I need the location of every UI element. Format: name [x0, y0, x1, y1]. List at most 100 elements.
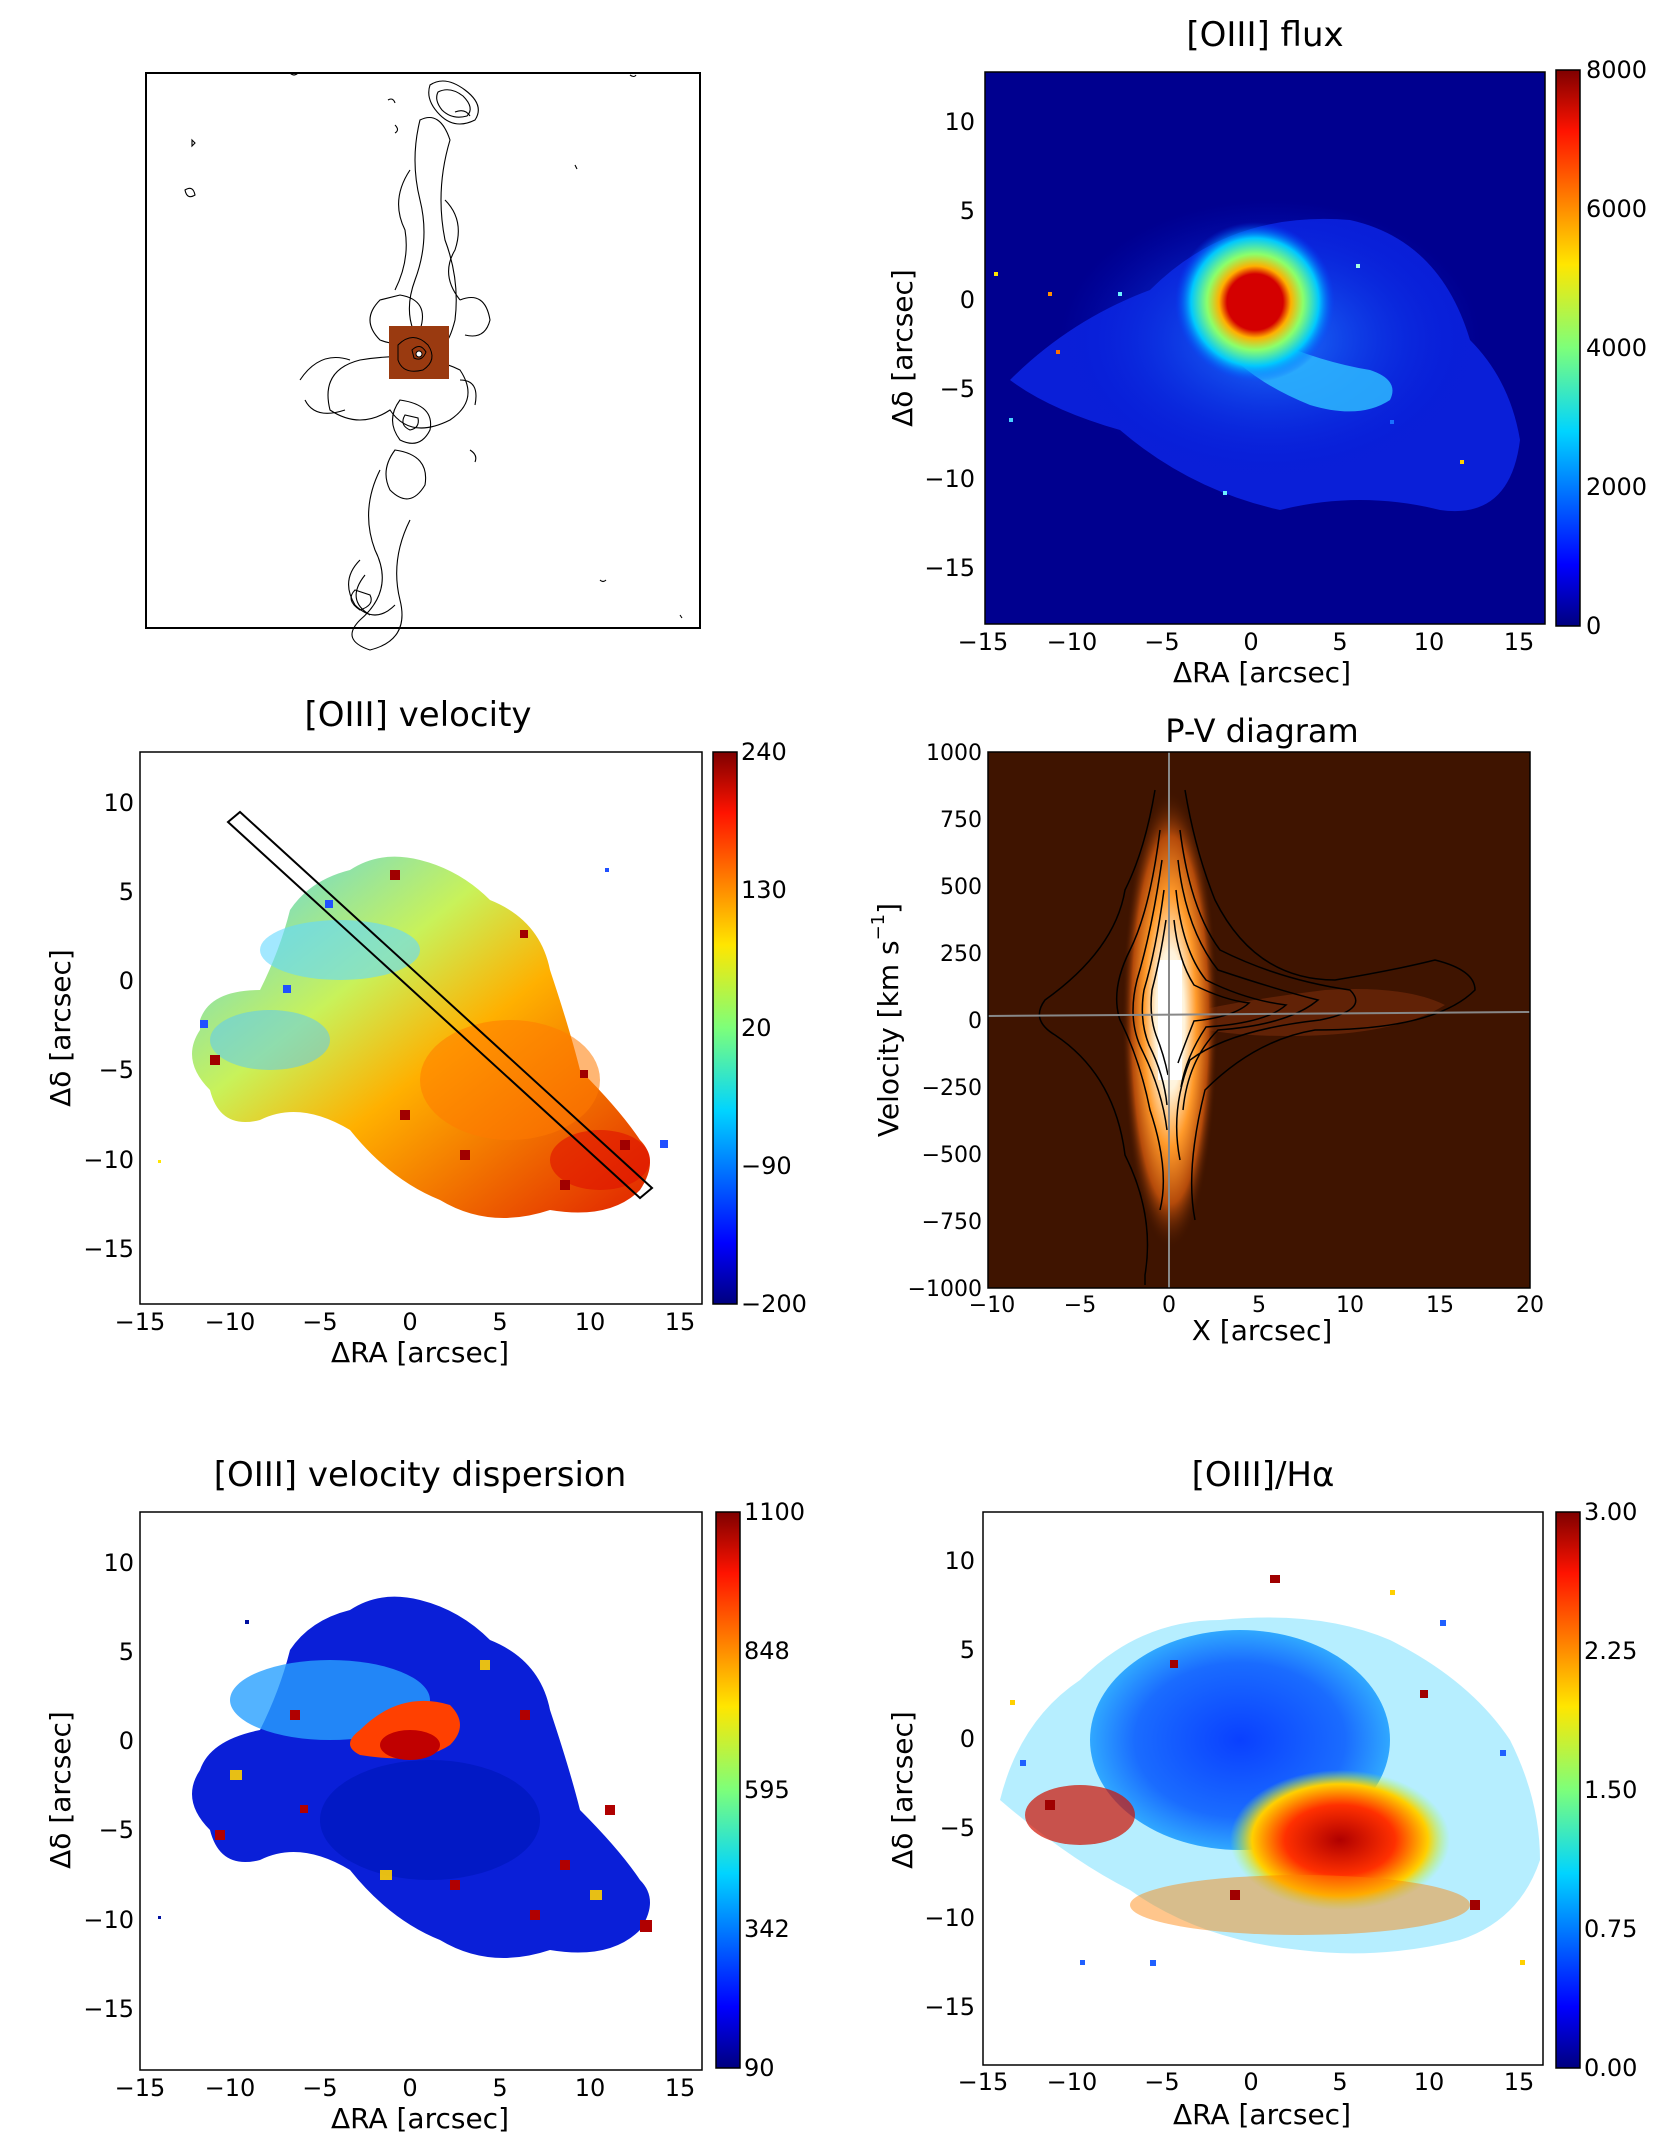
- flux-cbar-tick-1: 6000: [1586, 195, 1647, 223]
- svg-text:15: 15: [665, 1308, 696, 1336]
- svg-text:0: 0: [402, 1308, 417, 1336]
- svg-text:5: 5: [119, 1638, 134, 1666]
- pv-y-ticks: 1000 750 500 250 0 −250 −500 −750 −1000: [908, 741, 982, 1302]
- svg-text:0: 0: [968, 1009, 982, 1034]
- flux-cbar-tick-3: 2000: [1586, 473, 1647, 501]
- ratio-title: [OIII]/Hα: [1192, 1455, 1335, 1495]
- flux-xlabel: ΔRA [arcsec]: [1173, 656, 1351, 689]
- velocity-colorbar: 240 130 20 −90 −200: [712, 738, 807, 1318]
- svg-text:20: 20: [1516, 1293, 1544, 1318]
- flux-nucleus: [1175, 222, 1335, 382]
- flux-cbar-tick-4: 0: [1586, 612, 1601, 640]
- svg-text:10: 10: [575, 2074, 606, 2102]
- svg-text:−10: −10: [924, 1904, 975, 1932]
- svg-text:5: 5: [960, 1636, 975, 1664]
- dispersion-colorbar: 1100 848 595 342 90: [715, 1498, 805, 2082]
- velocity-cbar-tick-1: 130: [741, 876, 787, 904]
- svg-text:250: 250: [940, 942, 982, 967]
- svg-text:5: 5: [492, 2074, 507, 2102]
- svg-text:−5: −5: [1144, 628, 1179, 656]
- ratio-ylabel: Δδ [arcsec]: [886, 1711, 919, 1869]
- flux-title: [OIII] flux: [1186, 15, 1343, 55]
- svg-text:750: 750: [940, 808, 982, 833]
- svg-text:5: 5: [1332, 628, 1347, 656]
- flux-cbar-tick-0: 8000: [1586, 56, 1647, 84]
- svg-text:−10: −10: [205, 2074, 256, 2102]
- svg-text:−10: −10: [205, 1308, 256, 1336]
- svg-text:−5: −5: [1144, 2068, 1179, 2096]
- svg-text:10: 10: [103, 789, 134, 817]
- svg-text:15: 15: [1504, 2068, 1535, 2096]
- svg-text:−5: −5: [302, 1308, 337, 1336]
- dispersion-cbar-tick-2: 595: [744, 1776, 790, 1804]
- svg-text:5: 5: [960, 197, 975, 225]
- ratio-panel: [OIII]/Hα: [886, 1455, 1637, 2131]
- svg-text:5: 5: [492, 1308, 507, 1336]
- ratio-high-region: [1230, 1770, 1450, 1910]
- svg-text:−10: −10: [83, 1146, 134, 1174]
- dispersion-x-ticks: −15 −10 −5 0 5 10 15: [115, 2074, 696, 2102]
- svg-text:−10: −10: [1047, 628, 1098, 656]
- velocity-cbar-tick-2: 20: [741, 1014, 772, 1042]
- svg-text:Velocity [km s−1]: Velocity [km s−1]: [868, 903, 905, 1137]
- dispersion-cbar-tick-4: 90: [744, 2054, 775, 2082]
- dispersion-cbar-tick-3: 342: [744, 1915, 790, 1943]
- ratio-cbar-tick-2: 1.50: [1584, 1776, 1637, 1804]
- flux-cbar-tick-2: 4000: [1586, 334, 1647, 362]
- svg-text:−15: −15: [115, 2074, 166, 2102]
- dispersion-panel: [OIII] velocity dispersion: [44, 1455, 805, 2135]
- ratio-cbar-tick-4: 0.00: [1584, 2054, 1637, 2082]
- svg-text:−15: −15: [924, 554, 975, 582]
- svg-text:−5: −5: [940, 1814, 975, 1842]
- svg-text:−10: −10: [969, 1293, 1015, 1318]
- velocity-panel: [OIII] velocity: [44, 695, 807, 1369]
- ratio-colorbar: 3.00 2.25 1.50 0.75 0.00: [1555, 1498, 1637, 2082]
- svg-text:−250: −250: [922, 1076, 982, 1101]
- svg-text:0: 0: [402, 2074, 417, 2102]
- pv-panel: P-V diagram −10 −5 0 5 10 15 20: [868, 712, 1544, 1347]
- pv-x-ticks: −10 −5 0 5 10 15 20: [969, 1293, 1544, 1318]
- dispersion-cbar-tick-1: 848: [744, 1637, 790, 1665]
- contour-map-panel: [145, 72, 701, 651]
- svg-text:−10: −10: [924, 465, 975, 493]
- svg-text:−5: −5: [302, 2074, 337, 2102]
- pv-slit: [226, 810, 654, 1200]
- svg-text:15: 15: [1504, 628, 1535, 656]
- svg-text:10: 10: [1414, 2068, 1445, 2096]
- dispersion-title: [OIII] velocity dispersion: [214, 1455, 627, 1495]
- ratio-cbar-tick-3: 0.75: [1584, 1915, 1637, 1943]
- flux-ylabel: Δδ [arcsec]: [886, 269, 919, 427]
- pv-zero-velocity-line: [988, 1011, 1530, 1017]
- svg-text:0: 0: [1243, 628, 1258, 656]
- svg-text:10: 10: [944, 1547, 975, 1575]
- svg-text:0: 0: [1162, 1293, 1176, 1318]
- flux-x-ticks: −15 −10 −5 0 5 10 15: [958, 628, 1535, 656]
- pv-xlabel: X [arcsec]: [1192, 1314, 1333, 1347]
- svg-text:−750: −750: [922, 1210, 982, 1235]
- svg-text:0: 0: [119, 1727, 134, 1755]
- velocity-cbar-tick-4: −200: [741, 1290, 807, 1318]
- svg-text:−5: −5: [99, 1056, 134, 1084]
- svg-text:−15: −15: [83, 1235, 134, 1263]
- dispersion-ylabel: Δδ [arcsec]: [44, 1711, 77, 1869]
- svg-text:10: 10: [103, 1549, 134, 1577]
- svg-text:−15: −15: [115, 1308, 166, 1336]
- svg-text:−1000: −1000: [908, 1277, 982, 1302]
- ratio-cbar-tick-1: 2.25: [1584, 1637, 1637, 1665]
- svg-text:15: 15: [1426, 1293, 1454, 1318]
- svg-text:−5: −5: [99, 1816, 134, 1844]
- svg-text:−5: −5: [1064, 1293, 1096, 1318]
- svg-text:500: 500: [940, 875, 982, 900]
- velocity-cbar-tick-0: 240: [741, 738, 787, 766]
- svg-text:−15: −15: [958, 628, 1009, 656]
- velocity-title: [OIII] velocity: [304, 695, 531, 735]
- dispersion-xlabel: ΔRA [arcsec]: [331, 2102, 509, 2135]
- dispersion-cbar-tick-0: 1100: [744, 1498, 805, 1526]
- svg-text:−15: −15: [83, 1995, 134, 2023]
- svg-text:10: 10: [575, 1308, 606, 1336]
- svg-text:5: 5: [1332, 2068, 1347, 2096]
- velocity-cbar-tick-3: −90: [741, 1152, 792, 1180]
- ratio-cbar-tick-0: 3.00: [1584, 1498, 1637, 1526]
- velocity-ylabel: Δδ [arcsec]: [44, 949, 77, 1107]
